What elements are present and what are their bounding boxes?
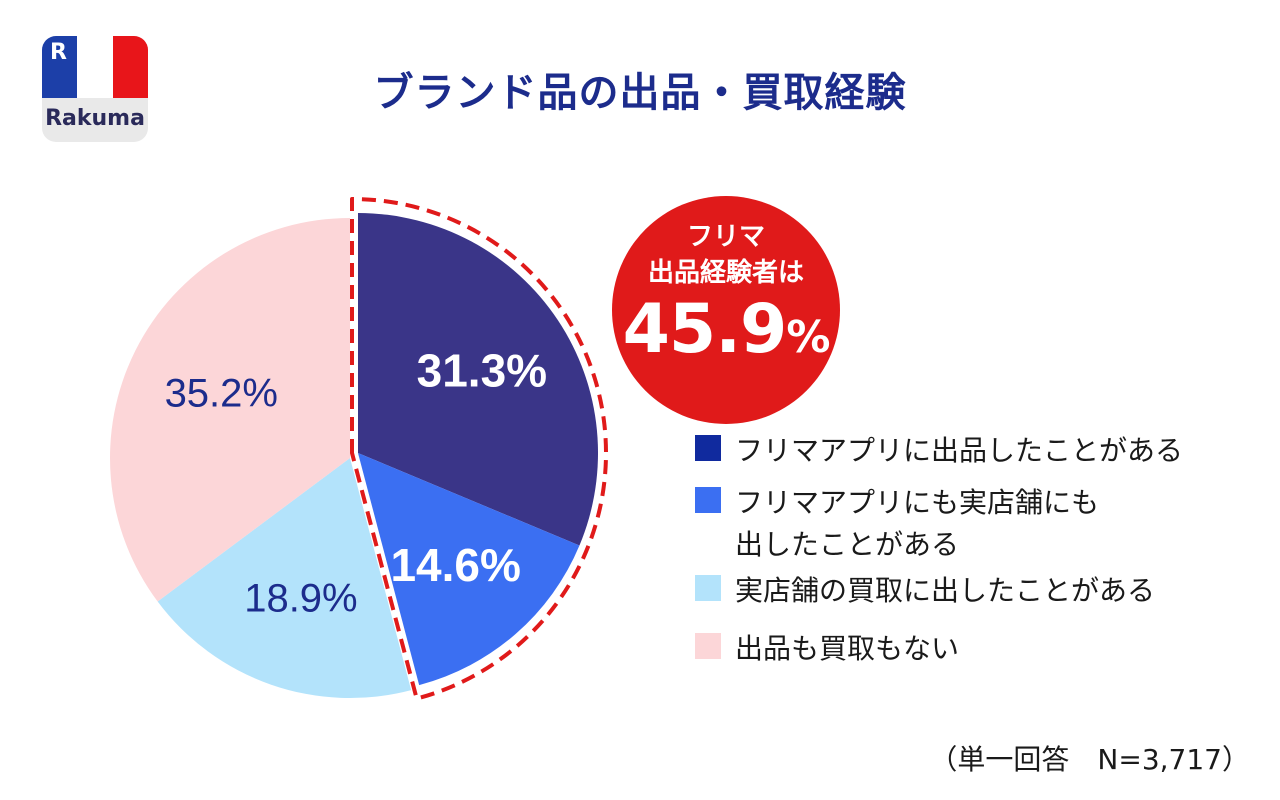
slice-label-both: 14.6%: [390, 539, 520, 591]
callout-line2: 出品経験者は: [647, 258, 804, 288]
footnote: （単一回答 N=3,717）: [929, 743, 1250, 776]
slice-label-flea-app: 31.3%: [417, 345, 547, 397]
slice-label-store: 18.9%: [244, 576, 357, 620]
highlight-outline: [350, 197, 608, 701]
legend-item-store: 実店舗の買取に出したことがある: [695, 570, 1155, 612]
legend-item-none: 出品も買取もない: [695, 628, 959, 670]
slice-store: [157, 458, 412, 699]
callout-value: 45.9%: [612, 290, 840, 369]
chart-title: ブランド品の出品・買取経験: [373, 70, 907, 116]
rakuma-logo: R Rakuma: [42, 36, 148, 142]
legend-swatch: [695, 633, 721, 659]
legend-label: 実店舗の買取に出したことがある: [735, 574, 1156, 607]
legend-swatch: [695, 575, 721, 601]
slice-flea-app: [358, 213, 598, 546]
callout-badge: フリマ 出品経験者は 45.9%: [612, 196, 840, 424]
slice-none: [109, 218, 351, 602]
legend-swatch: [695, 435, 721, 461]
legend-label: 出品も買取もない: [735, 632, 960, 665]
flag-icon: [42, 36, 148, 98]
legend-item-flea-app: フリマアプリに出品したことがある: [695, 430, 1183, 472]
slice-both: [358, 453, 580, 686]
legend-item-both: フリマアプリにも実店舗にも 出したことがある: [695, 482, 1099, 566]
legend-label: フリマアプリにも実店舗にも 出したことがある: [735, 486, 1100, 561]
logo-mark: R: [50, 40, 67, 65]
slice-label-none: 35.2%: [165, 371, 278, 415]
callout-line1: フリマ: [686, 222, 765, 252]
callout-number: 45.9: [622, 290, 788, 369]
legend-swatch: [695, 487, 721, 513]
logo-name: Rakuma: [45, 106, 145, 131]
legend-label: フリマアプリに出品したことがある: [735, 434, 1184, 467]
callout-unit: %: [786, 312, 830, 363]
